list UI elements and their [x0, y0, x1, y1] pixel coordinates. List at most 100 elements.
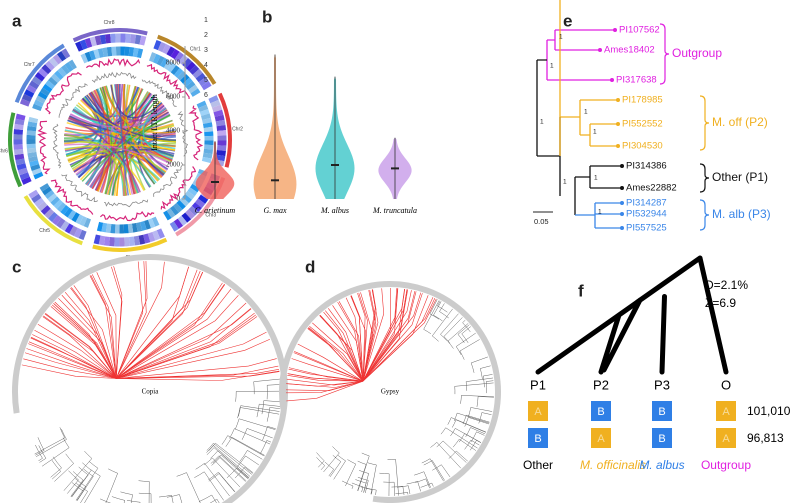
synteny-link	[67, 119, 174, 158]
heat-cell	[185, 209, 195, 220]
tree-branch	[461, 326, 471, 343]
heat-cell	[177, 71, 187, 81]
tree-branch	[237, 407, 280, 419]
heat-cell	[40, 205, 51, 215]
chromosome-arc	[217, 92, 232, 168]
tree-branch	[396, 485, 411, 495]
tree-branch	[362, 290, 412, 382]
heat-cell	[101, 222, 108, 233]
tree-branch	[476, 396, 494, 408]
tree-branch	[323, 446, 340, 473]
heat-cell	[47, 193, 58, 203]
tree-branch	[362, 298, 436, 382]
heat-cell	[24, 89, 35, 98]
tree-branch	[203, 457, 241, 488]
tree-branch	[338, 301, 364, 382]
tree-branch	[345, 459, 357, 487]
heat-cell	[40, 87, 51, 97]
tree-branch	[447, 323, 469, 349]
tree-branch	[459, 339, 480, 360]
tree-branch	[286, 380, 364, 394]
tree-branch	[116, 308, 252, 379]
tree-branch	[256, 403, 281, 418]
tip	[610, 78, 614, 82]
heat-cell	[163, 210, 172, 221]
synteny-link	[75, 84, 124, 176]
heat-cell	[29, 160, 39, 167]
heat-cell	[203, 126, 214, 133]
allele: B	[658, 406, 665, 418]
heat-cell	[199, 109, 210, 116]
tree-branch	[430, 441, 462, 469]
heat-cell	[201, 113, 211, 120]
tree-branch	[116, 370, 280, 381]
synteny-link	[104, 85, 137, 195]
heat-cell	[93, 49, 100, 59]
heat-cell	[198, 76, 209, 87]
heat-cell	[173, 218, 184, 229]
x-tick-label: G. max	[263, 206, 287, 215]
group-brace	[699, 199, 710, 231]
tree-branch	[470, 356, 488, 373]
heat-cell	[162, 44, 171, 55]
population: P1	[530, 377, 546, 392]
tree-branch	[319, 314, 364, 382]
heat-cell	[128, 46, 135, 57]
chromosome-label: Chr3	[205, 213, 216, 219]
synteny-link	[108, 98, 159, 196]
tree-branch	[229, 428, 271, 445]
heat-cell	[48, 211, 58, 222]
tree-branch	[120, 491, 133, 503]
track-number: 3	[204, 47, 208, 54]
tree-branch	[325, 310, 364, 382]
tree-branch	[138, 492, 152, 503]
tree-branch	[28, 341, 117, 379]
allele: A	[597, 433, 605, 445]
species-tree	[535, 255, 729, 375]
tip	[616, 98, 620, 102]
tree-branch	[105, 468, 118, 503]
heat-cell	[201, 81, 212, 91]
heat-cell	[27, 121, 38, 128]
tree-branch	[89, 275, 117, 379]
heat-cell	[103, 236, 110, 246]
group-brace	[699, 163, 710, 193]
tree-branch	[225, 436, 265, 456]
y-tick-label: 2000	[166, 161, 181, 169]
heat-cell	[54, 70, 64, 80]
chromosome-label: Chr7	[24, 62, 35, 68]
heat-cell	[56, 51, 67, 62]
heat-cell	[182, 77, 193, 87]
tree-branch	[351, 482, 364, 493]
heat-cell	[61, 64, 71, 75]
tree-branch	[453, 412, 490, 424]
site-count: 101,010	[747, 404, 791, 418]
tip	[616, 122, 620, 126]
tree-branch	[431, 308, 453, 342]
density-line	[99, 210, 155, 222]
tree-branch	[63, 450, 93, 491]
tree-branch	[480, 365, 491, 380]
tree-branch	[316, 457, 326, 471]
population: O	[721, 377, 731, 392]
heat-cell	[99, 34, 107, 45]
heat-cell	[94, 35, 102, 46]
heat-cell	[127, 223, 134, 234]
track-number: 2	[204, 32, 208, 39]
tree-branch	[75, 461, 99, 501]
tree-branch	[116, 314, 257, 379]
y-tick-label: 0	[177, 195, 181, 203]
heat-cell	[51, 215, 62, 226]
heat-cell	[190, 88, 201, 97]
tree-branch	[70, 471, 84, 497]
scale-label: 0.05	[534, 217, 549, 226]
bootstrap: 1	[593, 129, 597, 136]
density-line	[188, 105, 204, 161]
tree-branch	[116, 365, 279, 379]
tree-branch	[30, 337, 117, 379]
heat-cell	[60, 220, 70, 232]
heat-cell	[50, 196, 60, 206]
group-label: M. off (P2)	[712, 115, 768, 129]
allele: B	[658, 433, 665, 445]
